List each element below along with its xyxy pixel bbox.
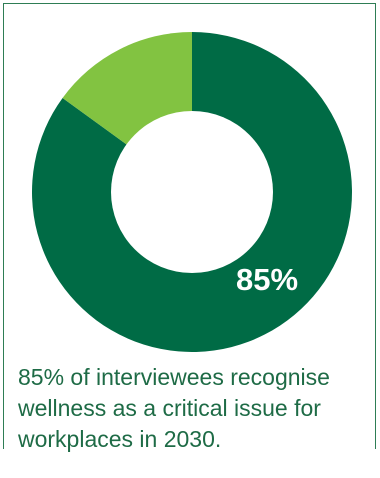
frame-right-border [375, 3, 376, 449]
data-label-85-percent: 85% [236, 262, 298, 297]
donut-hole [111, 111, 273, 273]
donut-chart: 85% [32, 32, 352, 352]
frame-left-border [3, 3, 4, 449]
chart-caption: 85% of interviewees recognise wellness a… [18, 364, 330, 452]
frame-top-border [3, 3, 376, 4]
